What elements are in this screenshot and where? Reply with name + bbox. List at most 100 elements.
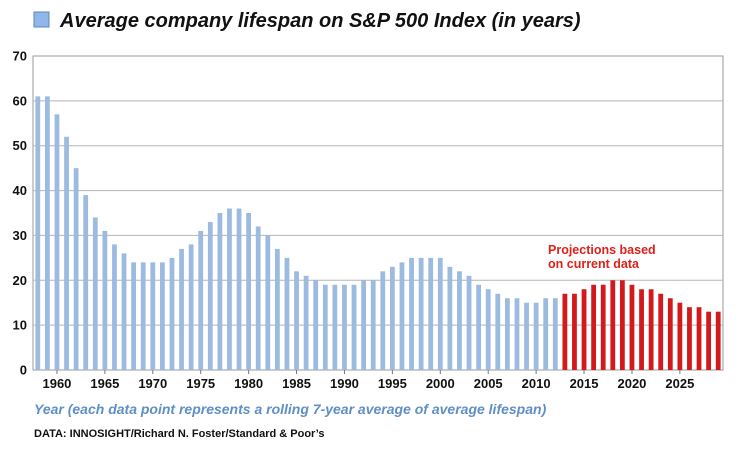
- bar-historical-2005: [485, 289, 491, 370]
- bar-historical-1973: [179, 248, 184, 370]
- x-axis-label: Year (each data point represents a rolli…: [34, 401, 547, 417]
- y-tick-label: 10: [13, 318, 27, 333]
- bar-historical-2002: [457, 271, 462, 370]
- x-tick-label: 1980: [234, 376, 263, 391]
- bar-historical-1994: [380, 271, 386, 370]
- bar-projection-2018: [610, 280, 616, 370]
- bar-historical-2010: [533, 302, 539, 370]
- bar-historical-1966: [112, 244, 117, 370]
- bar-historical-1993: [370, 280, 376, 370]
- y-tick-label: 70: [13, 49, 27, 64]
- plot-frame: [32, 55, 724, 371]
- bar-historical-2009: [524, 302, 529, 370]
- bar-historical-1982: [265, 235, 271, 370]
- bar-historical-1987: [313, 280, 319, 370]
- x-tick-label: 2025: [665, 376, 694, 391]
- bar-historical-2001: [447, 266, 453, 370]
- bar-historical-1991: [351, 284, 357, 370]
- plot-area: [32, 55, 724, 371]
- bar-historical-1980: [246, 213, 252, 370]
- bar-historical-1974: [188, 244, 194, 370]
- y-tick-label: 0: [20, 363, 27, 378]
- bar-projection-2021: [639, 289, 644, 370]
- x-tick-label: 1960: [42, 376, 71, 391]
- bar-projection-2013: [562, 293, 568, 370]
- bar-historical-1996: [399, 262, 405, 370]
- x-tick-label: 1975: [186, 376, 215, 391]
- bar-historical-1995: [389, 266, 395, 370]
- bar-historical-1986: [303, 275, 309, 370]
- bar-historical-1992: [361, 280, 367, 370]
- bar-historical-1972: [169, 257, 175, 370]
- bar-historical-1989: [332, 284, 338, 370]
- x-tick-label: 1985: [282, 376, 311, 391]
- bar-historical-2011: [543, 298, 549, 370]
- bar-historical-1963: [83, 195, 89, 370]
- source-credit: DATA: INNOSIGHT/Richard N. Foster/Standa…: [34, 428, 325, 440]
- bar-historical-1997: [409, 257, 414, 370]
- bar-historical-2008: [514, 298, 520, 370]
- bar-historical-1960: [54, 114, 60, 370]
- bar-projection-2024: [667, 298, 673, 370]
- bar-historical-1959: [44, 96, 50, 370]
- x-tick-label: 2000: [426, 376, 455, 391]
- bar-historical-2000: [437, 257, 443, 370]
- y-tick-label: 40: [13, 183, 27, 198]
- bar-projection-2028: [706, 311, 712, 370]
- bar-historical-1998: [418, 257, 424, 370]
- bar-historical-1977: [217, 213, 223, 370]
- bar-historical-2003: [466, 275, 472, 370]
- bar-projection-2023: [658, 293, 664, 370]
- y-tick-label: 30: [13, 228, 27, 243]
- bar-projection-2017: [600, 284, 606, 370]
- bar-projection-2020: [629, 284, 635, 370]
- bar-projection-2022: [648, 289, 654, 370]
- bar-projection-2029: [715, 311, 721, 370]
- bar-historical-2006: [495, 293, 501, 370]
- bar-historical-1969: [140, 262, 146, 370]
- bar-historical-1962: [73, 168, 79, 370]
- bar-historical-1979: [236, 208, 242, 370]
- x-tick-label: 2015: [570, 376, 599, 391]
- bar-historical-1983: [274, 248, 280, 370]
- projection-annotation-line-2: on current data: [548, 257, 640, 271]
- x-axis: 1960 1965 1970 1975 1980 1985 1990 1995 2000 2005…: [42, 370, 694, 391]
- bar-historical-1968: [131, 262, 137, 370]
- bar-historical-2012: [552, 298, 558, 370]
- bar-projection-2019: [619, 280, 625, 370]
- bar-projection-2026: [687, 307, 692, 370]
- bar-historical-1964: [92, 217, 98, 370]
- y-tick-label: 20: [13, 273, 27, 288]
- bar-historical-1965: [102, 230, 108, 370]
- bar-historical-1981: [255, 226, 261, 370]
- bar-historical-1978: [227, 208, 232, 370]
- x-tick-label: 2005: [474, 376, 503, 391]
- x-tick-label: 1970: [138, 376, 167, 391]
- x-tick-label: 1965: [90, 376, 119, 391]
- bar-projection-2025: [677, 302, 683, 370]
- bar-historical-1984: [284, 257, 290, 370]
- x-tick-label: 2020: [617, 376, 646, 391]
- bar-projection-2015: [581, 289, 587, 370]
- bar-historical-1967: [121, 253, 127, 370]
- x-tick-label: 2010: [522, 376, 551, 391]
- bar-projection-2016: [591, 284, 597, 370]
- chart-title: Average company lifespan on S&P 500 Inde…: [59, 10, 581, 32]
- y-axis: 0 10 20 30 40 50 60 70: [13, 49, 27, 378]
- y-tick-label: 50: [13, 138, 27, 153]
- x-tick-label: 1995: [378, 376, 407, 391]
- bar-historical-1990: [342, 284, 347, 370]
- bar-historical-1958: [35, 96, 41, 370]
- bar-projection-2014: [572, 293, 577, 370]
- x-tick-label: 1990: [330, 376, 359, 391]
- bar-historical-2007: [504, 298, 510, 370]
- gridlines: [33, 100, 723, 326]
- bar-historical-1961: [64, 136, 69, 370]
- bar-historical-1999: [428, 257, 434, 370]
- bar-historical-1985: [294, 271, 299, 370]
- bar-historical-1976: [207, 221, 213, 370]
- bar-historical-1988: [322, 284, 328, 370]
- bar-historical-1970: [150, 262, 156, 370]
- bars: [35, 96, 721, 370]
